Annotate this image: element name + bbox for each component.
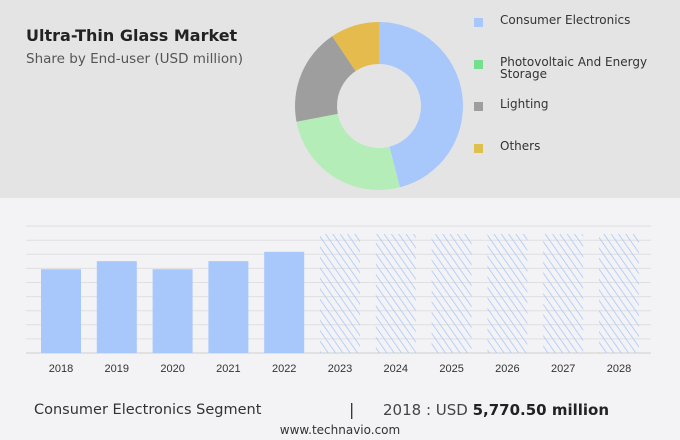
x-tick-label: 2025 xyxy=(439,363,463,375)
x-tick-label: 2021 xyxy=(216,363,240,375)
x-tick-label: 2026 xyxy=(495,363,519,375)
bar-2021 xyxy=(208,261,249,353)
x-tick-label: 2019 xyxy=(105,363,129,375)
bar-2020 xyxy=(152,269,193,353)
donut-chart xyxy=(295,21,463,191)
x-tick-label: 2027 xyxy=(551,363,575,375)
segment-value: 2018 : USD 5,770.50 million xyxy=(383,401,610,419)
legend-item-consumer-electronics: Consumer Electronics xyxy=(474,14,674,40)
legend-swatch xyxy=(474,18,483,27)
legend-swatch xyxy=(474,102,483,111)
chart-subtitle: Share by End-user (USD million) xyxy=(26,51,244,67)
legend-swatch xyxy=(474,144,483,153)
bar-2026 xyxy=(487,234,528,353)
x-tick-label: 2018 xyxy=(49,363,73,375)
legend-swatch xyxy=(474,60,483,69)
segment-label: Consumer Electronics Segment xyxy=(34,402,262,418)
bar-2028 xyxy=(599,234,639,353)
bar-chart: 2018 2019 2020 2021 2022 2023 2024 2025 2026 2027… xyxy=(26,225,651,375)
bar-2027 xyxy=(543,234,584,353)
x-tick-label: 2020 xyxy=(160,363,184,375)
x-tick-label: 2022 xyxy=(272,363,296,375)
legend-item-lighting: Lighting xyxy=(474,98,674,124)
bar-2019 xyxy=(96,261,137,353)
bar-2025 xyxy=(431,234,472,353)
legend: Consumer Electronics Photovoltaic And En… xyxy=(474,12,680,172)
x-tick-label: 2023 xyxy=(328,363,352,375)
separator: | xyxy=(349,400,355,419)
donut-slice-photovoltaic-and-energy-storage xyxy=(296,113,400,191)
bar-2018 xyxy=(41,269,81,353)
chart-title: Ultra-Thin Glass Market xyxy=(26,26,238,45)
legend-item-photovoltaic: Photovoltaic And Energy Storage xyxy=(474,56,674,82)
donut-slice-lighting xyxy=(295,36,356,122)
donut-slice-consumer-electronics xyxy=(379,22,463,188)
legend-item-others: Others xyxy=(474,140,674,166)
x-tick-label: 2024 xyxy=(384,363,408,375)
x-tick-label: 2028 xyxy=(607,363,631,375)
bar-2024 xyxy=(375,234,416,353)
bar-2023 xyxy=(320,234,360,353)
bar-2022 xyxy=(264,251,305,353)
source-url: www.technavio.com xyxy=(279,423,401,437)
donut-slice-others xyxy=(332,21,379,72)
